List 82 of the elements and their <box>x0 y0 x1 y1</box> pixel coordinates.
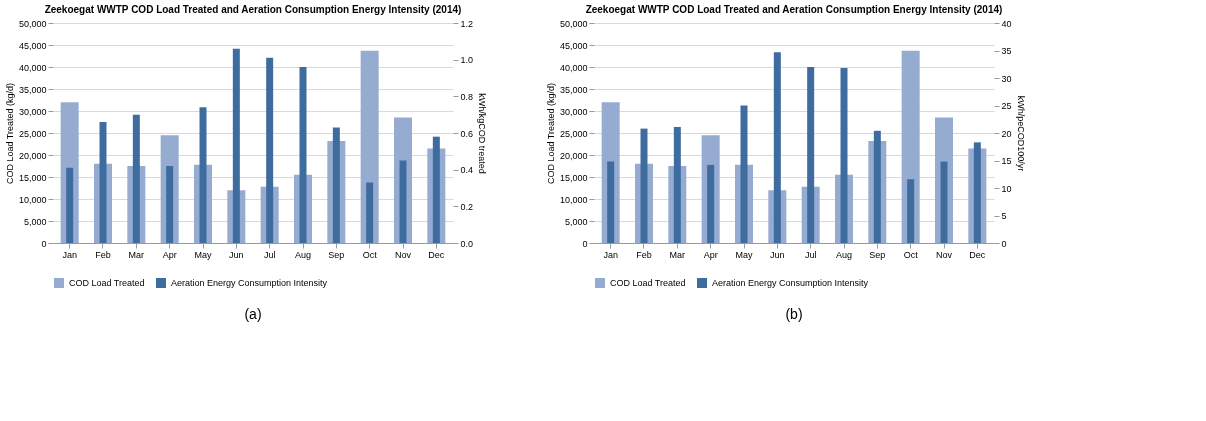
y-tick-label: 10,000 <box>559 194 588 205</box>
x-tick-label: Sep <box>328 249 345 260</box>
y-tick-label: 40,000 <box>18 62 47 73</box>
y2-tick-label: 1.2 <box>460 18 474 29</box>
bar <box>607 161 615 243</box>
y-tick-label: 10,000 <box>18 194 47 205</box>
x-tick-label: Jun <box>229 249 244 260</box>
y-tick-label: 30,000 <box>18 106 47 117</box>
y-tick-label: 5,000 <box>564 216 588 227</box>
y2-tick-label: 1.0 <box>460 55 474 66</box>
y2-tick-label: 5 <box>1001 211 1007 221</box>
y-tick-label: 50,000 <box>559 18 588 29</box>
y2-tick-label: 20 <box>1001 128 1012 139</box>
x-tick-label: Nov <box>394 249 412 260</box>
x-tick-label: Dec <box>428 249 445 260</box>
x-tick-label: Dec <box>969 249 986 260</box>
y-tick-label: 15,000 <box>559 172 588 183</box>
bar <box>66 167 74 243</box>
y-tick-label: 35,000 <box>18 84 47 95</box>
x-tick-label: Feb <box>636 249 652 260</box>
y2-tick-label: 0.0 <box>460 238 474 249</box>
y-axis-title: COD Load Treated (kg/d) <box>4 82 15 185</box>
y-tick-label: 30,000 <box>559 106 588 117</box>
x-tick-label: Oct <box>362 249 378 260</box>
bar <box>907 179 915 243</box>
y-tick-label: 25,000 <box>559 128 588 139</box>
y2-tick-label: 25 <box>1001 101 1012 111</box>
legend-label: Aeration Energy Consumption Intensity <box>712 278 869 288</box>
x-tick-label: Apr <box>703 249 718 260</box>
x-tick-label: Jul <box>804 249 817 260</box>
bar <box>166 166 174 243</box>
x-tick-label: Nov <box>935 249 953 260</box>
y-tick-label: 5,000 <box>23 216 47 227</box>
y2-tick-label: 40 <box>1001 18 1012 29</box>
x-tick-label: Feb <box>95 249 111 260</box>
y-tick-label: 20,000 <box>18 150 47 161</box>
legend-label: Aeration Energy Consumption Intensity <box>171 278 328 288</box>
y2-tick-label: 0 <box>1001 238 1007 249</box>
x-tick-label: Jun <box>770 249 785 260</box>
x-tick-label: Oct <box>903 249 919 260</box>
y2-axis-title: kWh/kgCOD treated <box>477 93 488 174</box>
y-tick-label: 40,000 <box>559 62 588 73</box>
y2-axis-title: kWh/peCOD100/yr <box>1015 95 1026 172</box>
text: (b) <box>785 306 803 322</box>
x-tick-label: Aug <box>835 249 853 260</box>
y2-tick-label: 10 <box>1001 183 1012 194</box>
bar <box>707 164 715 243</box>
x-tick-label: May <box>735 249 753 260</box>
x-tick-label: Sep <box>869 249 886 260</box>
x-tick-label: May <box>194 249 212 260</box>
x-tick-label: Aug <box>294 249 312 260</box>
y-tick-label: 45,000 <box>559 40 588 51</box>
x-tick-label: Jul <box>263 249 276 260</box>
bar <box>940 161 948 243</box>
x-tick-label: Mar <box>669 249 686 260</box>
chart-title: Zeekoegat WWTP COD Load Treated and Aeration Consumption Energy Intensity (2014) <box>585 4 1003 15</box>
y2-tick-label: 0.8 <box>460 91 474 102</box>
y-tick-label: 35,000 <box>559 84 588 95</box>
legend-label: COD Load Treated <box>69 278 145 288</box>
chart-title: Zeekoegat WWTP COD Load Treated and Aeration Consumption Energy Intensity (2014) <box>44 4 462 15</box>
y2-tick-label: 0.4 <box>460 165 474 176</box>
y2-tick-label: 30 <box>1001 73 1012 84</box>
y2-tick-label: 0.2 <box>460 201 474 212</box>
x-tick-label: Jan <box>603 249 618 260</box>
text: (a) <box>244 306 262 322</box>
x-tick-label: Apr <box>162 249 177 260</box>
y-tick-label: 50,000 <box>18 18 47 29</box>
y-tick-label: 20,000 <box>559 150 588 161</box>
y-tick-label: 0 <box>41 238 47 249</box>
legend-label: COD Load Treated <box>610 278 686 288</box>
bar <box>399 160 407 243</box>
y-tick-label: 0 <box>582 238 588 249</box>
y-tick-label: 25,000 <box>18 128 47 139</box>
y2-tick-label: 15 <box>1001 156 1012 166</box>
x-tick-label: Jan <box>62 249 77 260</box>
y2-tick-label: 0.6 <box>460 128 474 139</box>
x-tick-label: Mar <box>128 249 145 260</box>
y2-tick-label: 35 <box>1001 46 1012 56</box>
y-tick-label: 45,000 <box>18 40 47 51</box>
bar <box>366 182 374 243</box>
y-axis-title: COD Load Treated (kg/d) <box>545 82 556 185</box>
y-tick-label: 15,000 <box>18 172 47 183</box>
